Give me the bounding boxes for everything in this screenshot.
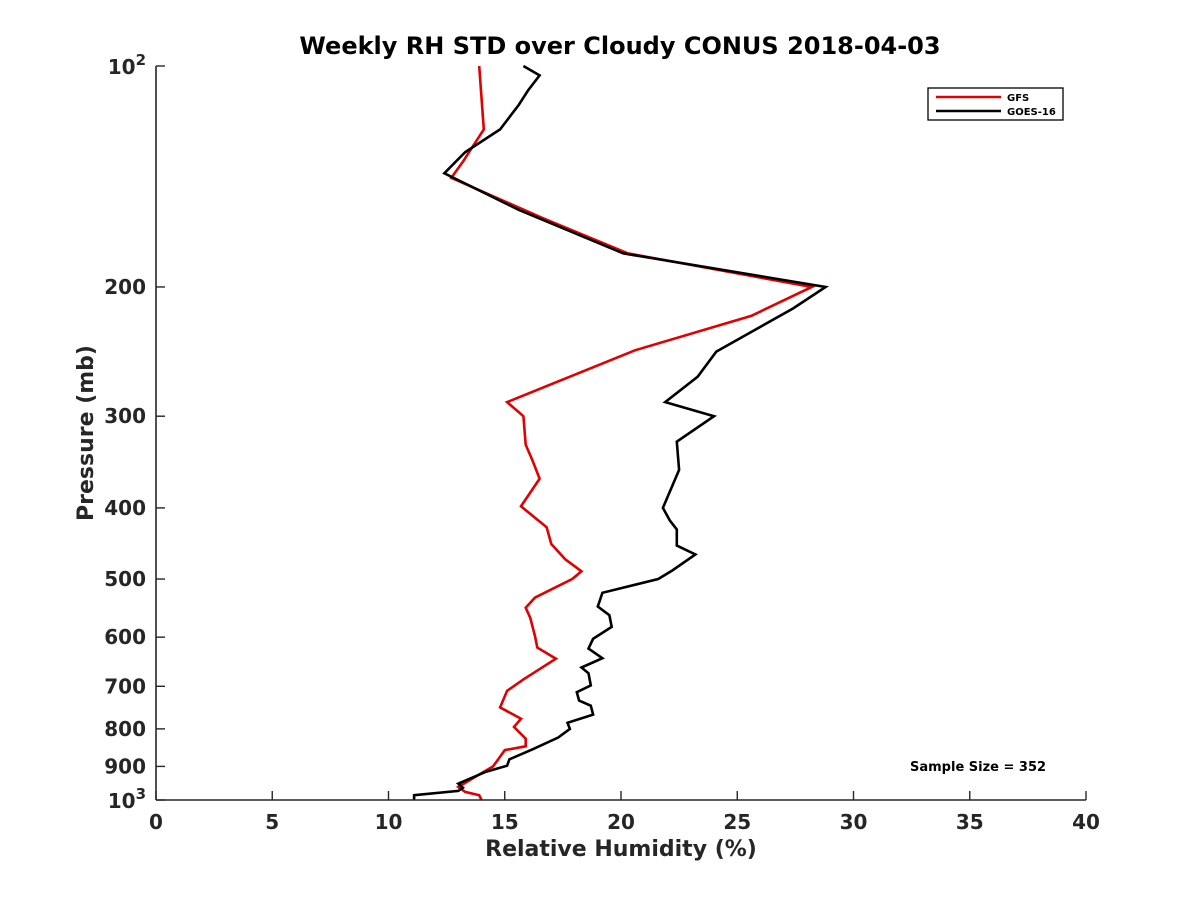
y-tick-label: 600: [104, 625, 146, 649]
legend-label-goes-16: GOES-16: [1007, 107, 1056, 118]
y-tick-label-base: 10: [108, 789, 136, 813]
x-tick-label: 30: [840, 810, 868, 834]
y-axis-label: Pressure (mb): [74, 345, 99, 521]
x-tick-label: 5: [265, 810, 279, 834]
y-tick-label: 900: [104, 754, 146, 778]
y-tick-label: 200: [104, 275, 146, 299]
x-tick-label: 10: [375, 810, 403, 834]
x-tick-label: 15: [491, 810, 519, 834]
x-tick-label: 25: [723, 810, 751, 834]
x-tick-label: 20: [607, 810, 635, 834]
x-tick-label: 0: [149, 810, 163, 834]
y-tick-label: 400: [104, 496, 146, 520]
y-tick-label: 103: [108, 785, 146, 813]
y-tick-label-exponent: 2: [136, 51, 146, 69]
x-axis-ticks: 0 5 10 15 20 25 30 35 40: [149, 791, 1100, 834]
y-tick-label: 102: [108, 51, 146, 79]
legend-entries: GFS GOES-16: [936, 93, 1056, 118]
y-tick-label-base: 10: [108, 55, 136, 79]
legend-label-gfs: GFS: [1007, 93, 1029, 104]
chart-title: Weekly RH STD over Cloudy CONUS 2018-04-…: [299, 32, 940, 60]
legend: GFS GOES-16: [927, 87, 1064, 121]
y-tick-label: 300: [104, 404, 146, 428]
legend-box: [927, 87, 1064, 121]
series-line-goes-16: [412, 64, 830, 800]
x-tick-label: 40: [1072, 810, 1100, 834]
y-tick-label: 800: [104, 717, 146, 741]
series-line-gfs: [449, 65, 816, 801]
y-tick-label-exponent: 3: [136, 785, 146, 803]
sample-size-annotation: Sample Size = 352: [910, 760, 1046, 775]
x-tick-label: 35: [956, 810, 984, 834]
y-tick-label: 500: [104, 567, 146, 591]
x-axis-label: Relative Humidity (%): [485, 837, 757, 862]
y-tick-label: 700: [104, 674, 146, 698]
plot-area: [412, 64, 830, 801]
axes: 0 5 10 15 20 25 30 35 40 10220030040050060070080…: [104, 51, 1100, 834]
